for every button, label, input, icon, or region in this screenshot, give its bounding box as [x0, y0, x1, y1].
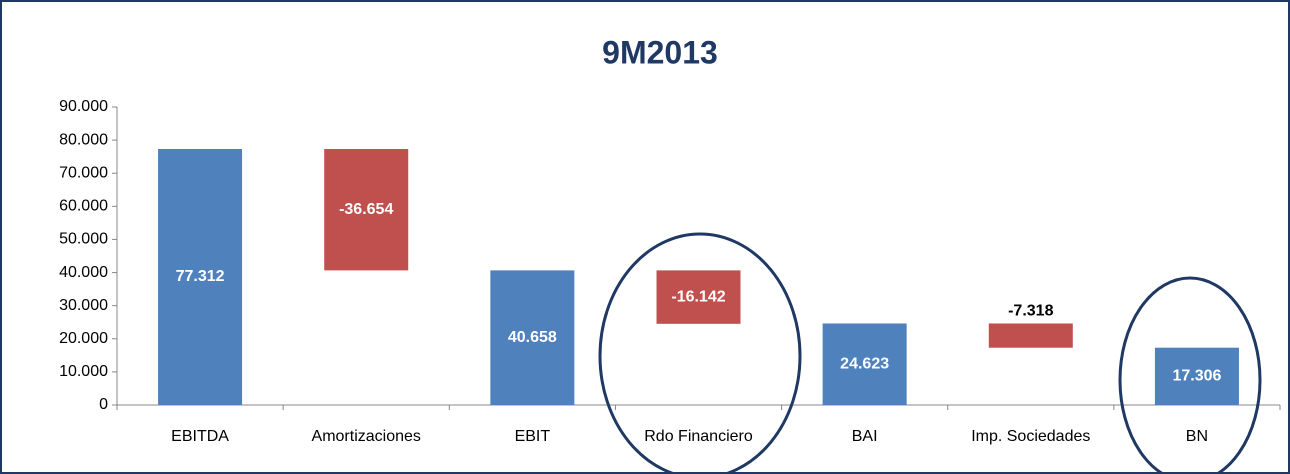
x-tick-label: EBIT [515, 428, 551, 445]
bar [988, 323, 1073, 348]
data-label: -16.142 [671, 288, 725, 305]
y-tick-label: 80.000 [59, 131, 108, 148]
data-label: -36.654 [339, 201, 393, 218]
y-tick-label: 70.000 [59, 164, 108, 181]
data-label: 17.306 [1172, 368, 1221, 385]
x-tick-label: Amortizaciones [312, 428, 421, 445]
bar [158, 149, 243, 405]
bar [1154, 347, 1239, 405]
bar [656, 270, 741, 324]
data-label: 24.623 [840, 355, 889, 372]
x-tick-label: EBITDA [171, 428, 229, 445]
y-tick-label: 90.000 [59, 98, 108, 115]
y-tick-label: 50.000 [59, 231, 108, 248]
x-tick-label: Imp. Sociedades [971, 428, 1090, 445]
y-tick-label: 40.000 [59, 264, 108, 281]
bar [490, 270, 575, 405]
x-tick-label: BAI [852, 428, 878, 445]
highlight-circle [1118, 276, 1262, 474]
x-tick-label: BN [1186, 428, 1208, 445]
highlight-circles [598, 232, 1262, 474]
data-label: 40.658 [508, 329, 557, 346]
y-tick-label: 10.000 [59, 363, 108, 380]
y-tick-label: 30.000 [59, 297, 108, 314]
y-tick-label: 0 [99, 396, 108, 413]
data-label: 77.312 [176, 268, 225, 285]
data-label: -7.318 [1008, 303, 1053, 320]
bar [822, 323, 907, 405]
x-tick-label: Rdo Financiero [644, 428, 753, 445]
y-tick-label: 20.000 [59, 330, 108, 347]
y-tick-label: 60.000 [59, 198, 108, 215]
highlight-circle [598, 232, 802, 474]
bar [324, 149, 409, 271]
chart-title: 9M2013 [602, 34, 718, 70]
